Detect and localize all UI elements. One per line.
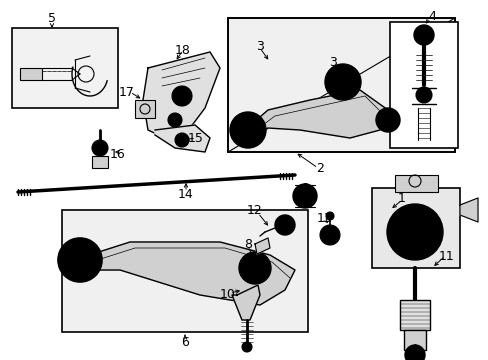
Polygon shape (459, 198, 477, 222)
Text: 16: 16 (110, 148, 125, 162)
Text: 12: 12 (246, 203, 263, 216)
Text: 5: 5 (48, 12, 56, 24)
Text: 14: 14 (178, 188, 193, 201)
Bar (399, 300, 429, 330)
Text: 10: 10 (220, 288, 235, 301)
Polygon shape (155, 125, 209, 152)
Text: 18: 18 (175, 44, 190, 57)
Circle shape (92, 140, 108, 156)
Circle shape (172, 86, 192, 106)
Text: 6: 6 (181, 336, 188, 348)
Circle shape (386, 204, 442, 260)
Polygon shape (254, 238, 269, 254)
Text: 9: 9 (301, 181, 308, 194)
Bar (135, 100, 155, 118)
Circle shape (404, 345, 424, 360)
Text: 8: 8 (244, 238, 251, 251)
Text: 7: 7 (81, 243, 89, 256)
Bar (403, 330, 425, 350)
Text: 3: 3 (328, 57, 336, 69)
Text: 13: 13 (317, 211, 332, 225)
Circle shape (58, 238, 102, 282)
Bar (20, 68, 42, 80)
Circle shape (229, 112, 265, 148)
Text: 15: 15 (188, 131, 203, 144)
Bar (12, 28, 118, 108)
Bar (62, 210, 307, 332)
Polygon shape (227, 18, 454, 152)
Circle shape (168, 113, 182, 127)
Circle shape (325, 64, 360, 100)
Text: 11: 11 (438, 251, 454, 264)
Bar (92, 156, 108, 168)
Circle shape (239, 252, 270, 284)
Bar (371, 188, 459, 268)
Polygon shape (244, 90, 387, 138)
Text: 3: 3 (256, 40, 264, 53)
Circle shape (319, 225, 339, 245)
Circle shape (175, 133, 189, 147)
Circle shape (242, 342, 251, 352)
Circle shape (413, 25, 433, 45)
Text: 1: 1 (397, 192, 405, 204)
Circle shape (375, 108, 399, 132)
Polygon shape (231, 285, 260, 320)
Circle shape (415, 87, 431, 103)
Text: 2: 2 (315, 162, 323, 175)
Circle shape (274, 215, 294, 235)
Polygon shape (142, 52, 220, 138)
Circle shape (292, 184, 316, 208)
Text: 4: 4 (427, 10, 435, 23)
Text: 17: 17 (119, 85, 135, 99)
Bar (389, 22, 457, 148)
Bar (394, 175, 437, 192)
Circle shape (325, 212, 333, 220)
Polygon shape (80, 242, 294, 305)
